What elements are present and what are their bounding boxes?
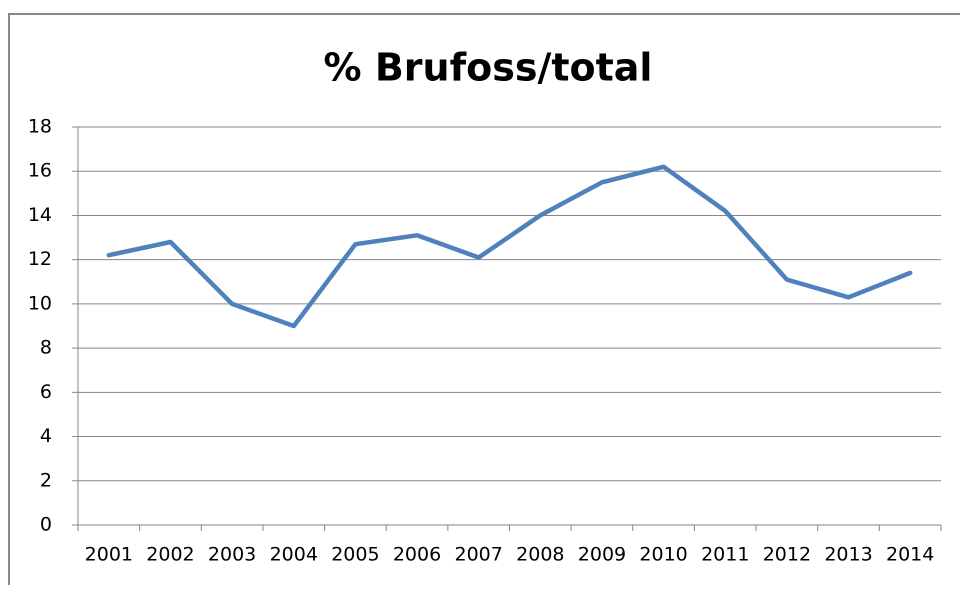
y-tick-label: 12 bbox=[28, 248, 52, 270]
chart-title: % Brufoss/total bbox=[324, 46, 653, 90]
y-tick-label: 18 bbox=[28, 116, 52, 138]
x-tick-label: 2010 bbox=[639, 544, 687, 566]
x-tick-label: 2012 bbox=[763, 544, 811, 566]
y-tick-label: 6 bbox=[40, 381, 52, 403]
y-tick-label: 10 bbox=[28, 292, 52, 314]
x-tick-label: 2011 bbox=[701, 544, 749, 566]
x-tick-label: 2002 bbox=[146, 544, 194, 566]
x-tick-label: 2006 bbox=[393, 544, 441, 566]
x-tick-label: 2005 bbox=[331, 544, 379, 566]
y-tick-label: 4 bbox=[40, 425, 52, 447]
x-tick-label: 2008 bbox=[516, 544, 564, 566]
y-tick-label: 2 bbox=[40, 469, 52, 491]
x-tick-label: 2009 bbox=[578, 544, 626, 566]
chart-frame bbox=[8, 13, 960, 589]
x-tick-label: 2014 bbox=[886, 544, 934, 566]
x-tick-label: 2013 bbox=[824, 544, 872, 566]
x-tick-label: 2004 bbox=[270, 544, 318, 566]
y-tick-label: 14 bbox=[28, 204, 52, 226]
x-tick-label: 2001 bbox=[85, 544, 133, 566]
x-tick-label: 2003 bbox=[208, 544, 256, 566]
x-tick-label: 2007 bbox=[454, 544, 502, 566]
y-tick-label: 0 bbox=[40, 514, 52, 536]
data-line bbox=[106, 164, 913, 329]
y-tick-label: 16 bbox=[28, 160, 52, 182]
y-tick-label: 8 bbox=[40, 337, 52, 359]
